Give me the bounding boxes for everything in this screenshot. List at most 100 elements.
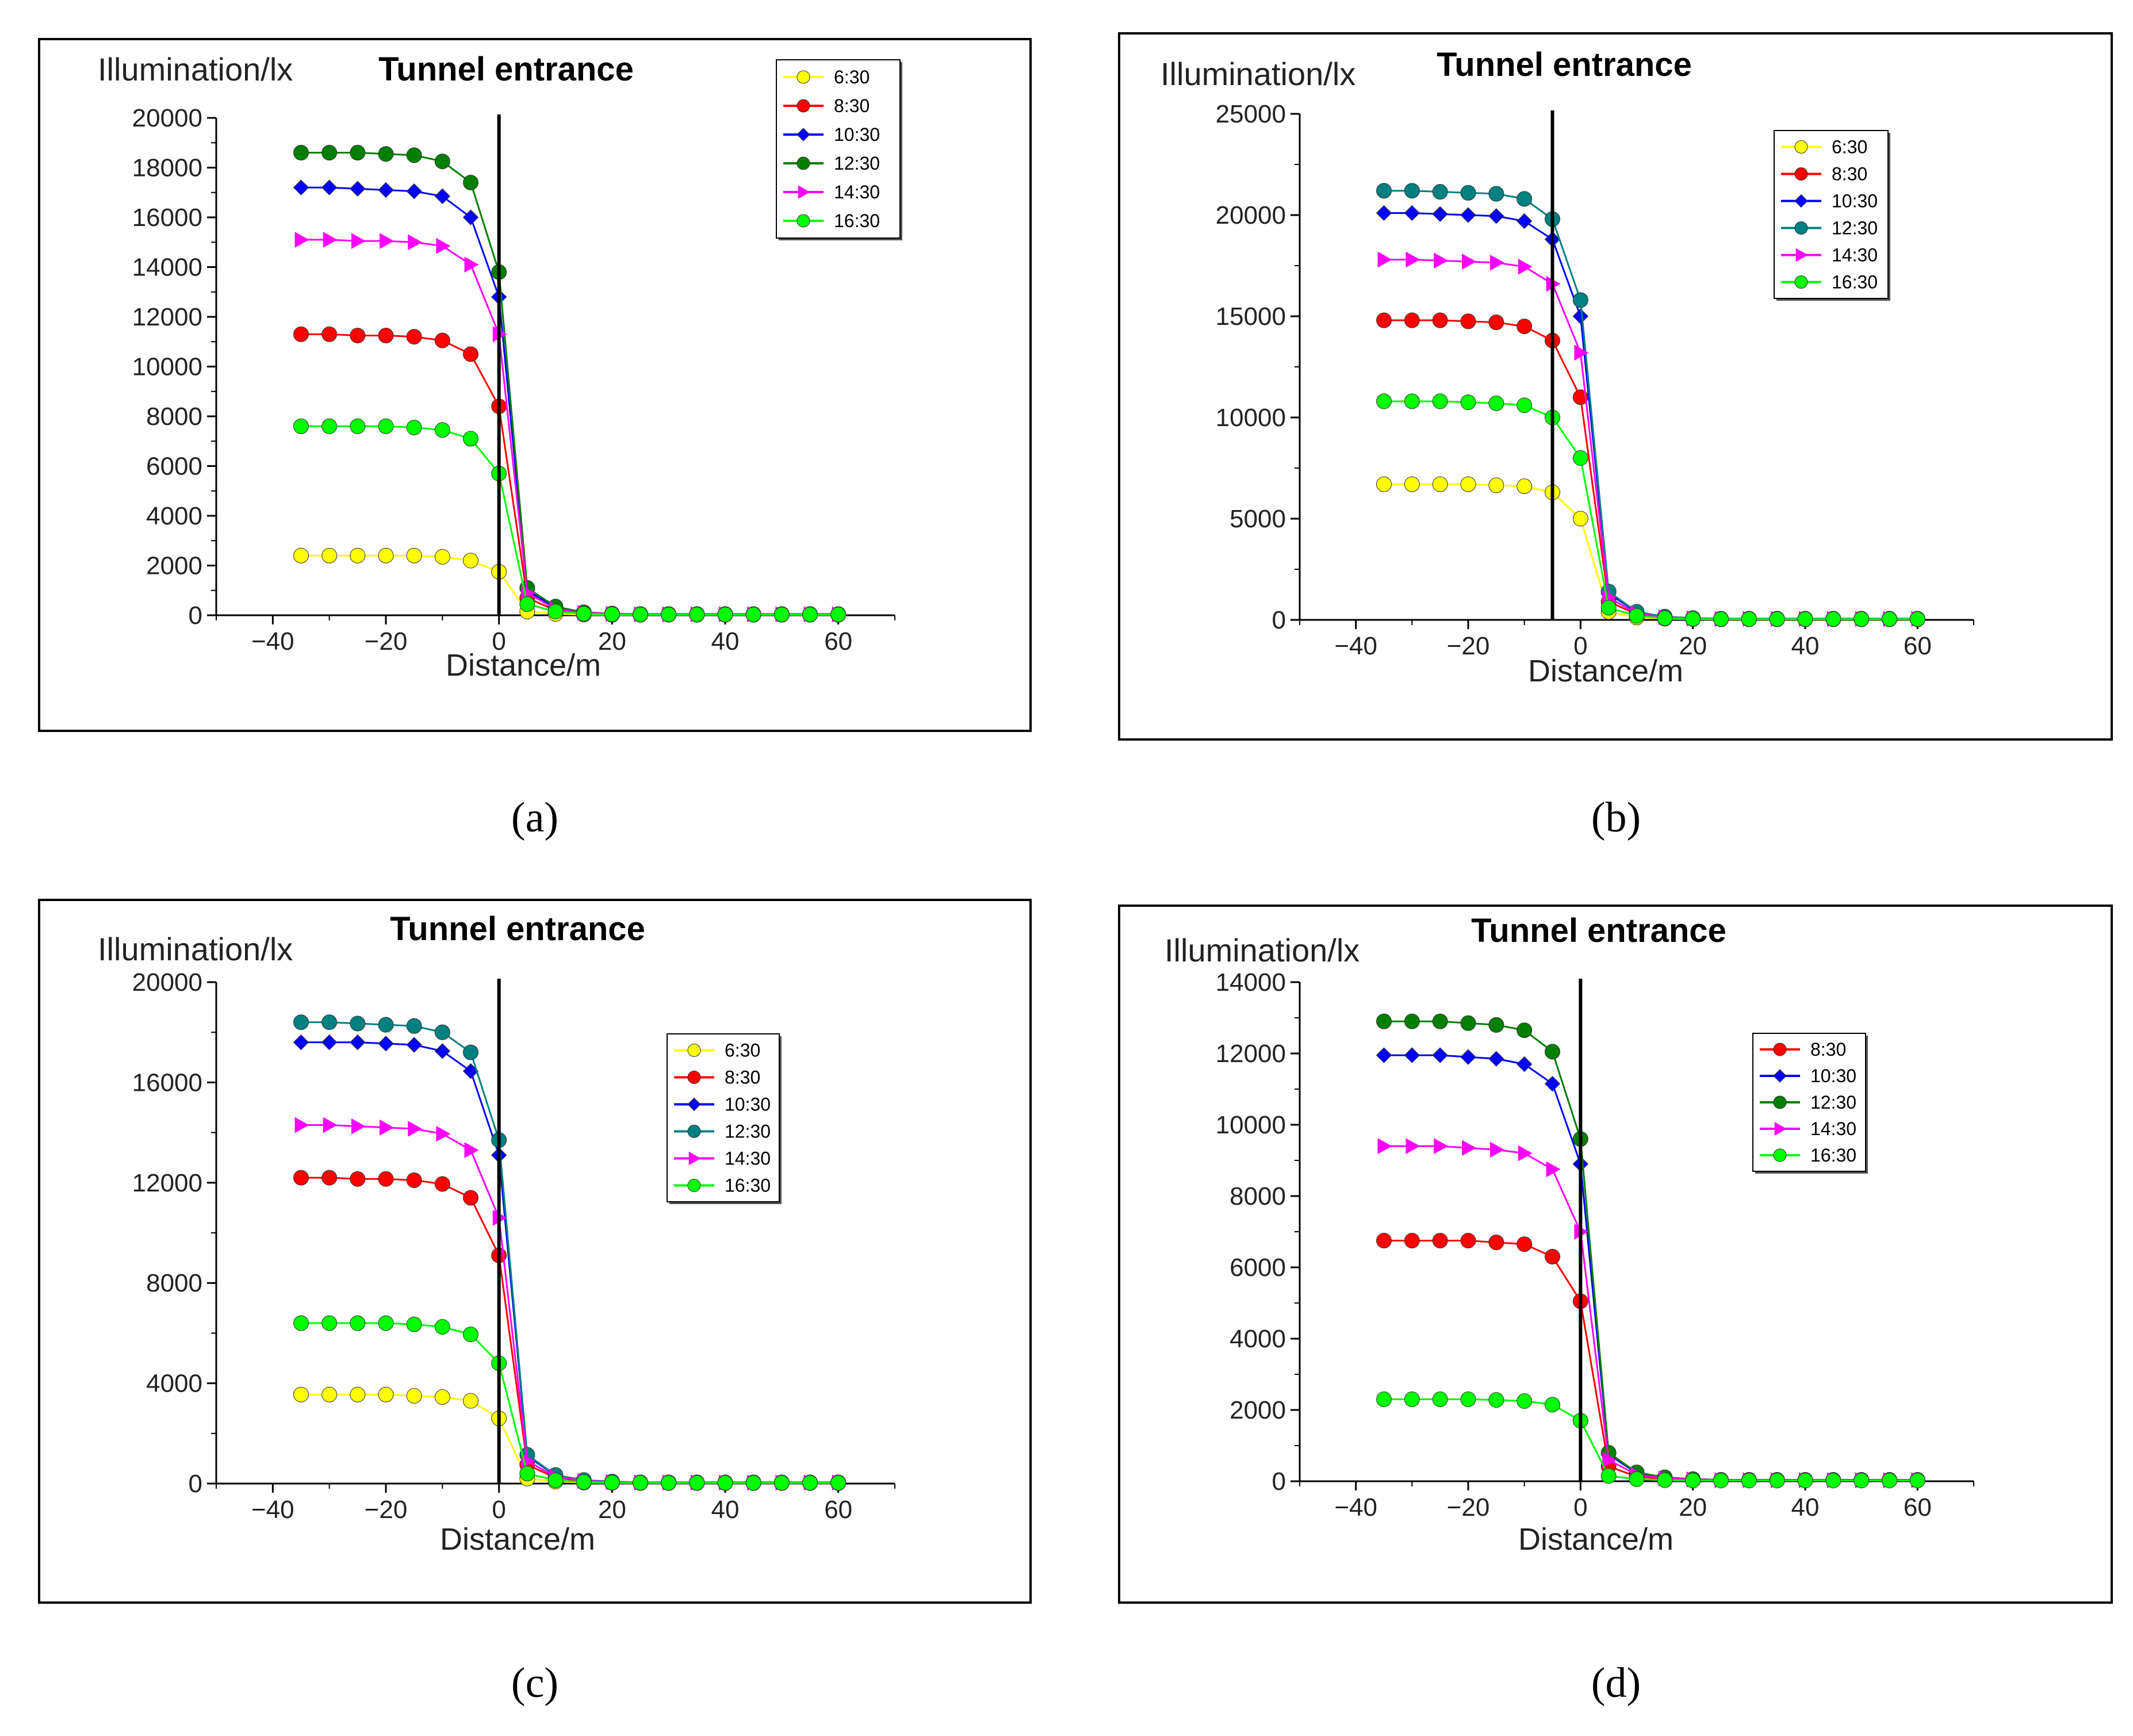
chart-c-point <box>406 1316 422 1332</box>
panel-c-frame <box>38 899 1032 1604</box>
chart-d: Tunnel entrance Illumination/lx Distance/m… <box>1165 912 1974 1557</box>
chart-a-point <box>547 604 564 620</box>
chart-a-point <box>350 181 366 197</box>
chart-a-point <box>519 596 535 612</box>
chart-c-xtick-label: −20 <box>365 1496 408 1524</box>
chart-b-point <box>1574 344 1589 361</box>
chart-a-point <box>406 147 422 163</box>
chart-d-point <box>1377 1138 1392 1155</box>
chart-c-point <box>351 1118 366 1135</box>
chart-d-point <box>1488 1392 1504 1408</box>
chart-c-legend-marker <box>687 1071 701 1084</box>
chart-d-series-830 <box>1376 1233 1925 1488</box>
chart-d-point <box>1909 1473 1925 1489</box>
chart-b-point <box>1517 478 1533 495</box>
chart-d-point <box>1488 1017 1504 1033</box>
chart-b-point <box>1517 397 1533 413</box>
chart-c-point <box>802 1475 818 1491</box>
chart-c-point <box>830 1475 847 1491</box>
chart-b-point <box>1572 511 1588 527</box>
chart-d-legend-marker <box>1773 1069 1787 1083</box>
chart-d-point <box>1516 1056 1533 1072</box>
chart-a-legend-marker <box>796 214 810 228</box>
chart-b-series-1630 <box>1376 393 1925 627</box>
chart-b-legend-marker <box>1794 221 1808 235</box>
chart-b-point <box>1685 611 1701 627</box>
chart-c-point <box>378 1017 394 1033</box>
chart-a-point <box>321 179 338 196</box>
chart-c-point <box>350 1171 366 1187</box>
chart-a-point <box>321 326 338 342</box>
chart-a-point <box>689 607 705 623</box>
chart-d-point <box>1741 1473 1757 1489</box>
chart-d-legend: 8:30 10:30 12:30 14:30 16:30 <box>1752 1033 1868 1174</box>
chart-c-point <box>350 1034 366 1051</box>
chart-a-point <box>406 419 422 435</box>
chart-b-title: Tunnel entrance <box>1437 46 1692 83</box>
chart-a-ytick-label: 8000 <box>146 403 202 431</box>
chart-c-ytick-label: 16000 <box>132 1068 202 1097</box>
chart-c-point <box>408 1121 423 1137</box>
chart-b-legend-box <box>1774 130 1889 299</box>
chart-a-point <box>293 179 309 196</box>
chart-a-line-1230 <box>301 152 838 615</box>
chart-a-point <box>463 431 478 447</box>
chart-a-legend-label: 14:30 <box>834 182 880 202</box>
chart-a-point <box>350 145 366 161</box>
chart-c-ylabel: Illumination/lx <box>98 931 293 967</box>
chart-a-xtick-label: −40 <box>251 627 294 656</box>
chart-a-point <box>406 547 422 564</box>
chart-b-ytick-label: 15000 <box>1216 302 1286 331</box>
chart-d-point <box>1545 1248 1560 1264</box>
chart-c-point <box>321 1315 338 1331</box>
chart-b-point <box>1404 312 1420 328</box>
chart-b-legend-marker <box>1794 275 1808 289</box>
chart-b-point <box>1432 206 1448 222</box>
chart-a-point <box>350 327 366 343</box>
chart-d-point <box>1434 1138 1449 1155</box>
chart-d-legend-marker <box>1773 1095 1787 1109</box>
panel-b-caption: (b) <box>1591 794 1641 841</box>
chart-c-point <box>406 1018 422 1034</box>
chart-b-point <box>1404 393 1420 409</box>
chart-a: Tunnel entrance Illumination/lx Distance/m… <box>98 51 902 683</box>
chart-a-point <box>408 234 423 251</box>
chart-c-point <box>463 1044 478 1060</box>
chart-a-legend-label: 16:30 <box>834 210 880 231</box>
chart-c-ytick-label: 0 <box>189 1470 202 1498</box>
chart-d-xtick-label: 60 <box>1904 1493 1932 1522</box>
chart-b-legend-marker <box>1795 248 1809 262</box>
chart-a-series-1630 <box>293 418 847 623</box>
chart-d-ytick-label: 8000 <box>1230 1182 1286 1210</box>
chart-c-legend-box <box>667 1033 780 1202</box>
chart-a-point <box>463 553 478 569</box>
chart-c-legend-label: 12:30 <box>725 1121 771 1142</box>
chart-b-point <box>1629 608 1645 624</box>
chart-a-legend-label: 8:30 <box>834 95 870 116</box>
chart-a-point <box>293 145 309 161</box>
chart-a-point <box>378 327 394 343</box>
chart-b-point <box>1432 184 1448 200</box>
chart-b-point <box>1572 308 1589 324</box>
chart-b-legend-label: 12:30 <box>1832 218 1878 239</box>
chart-c-point <box>547 1472 564 1488</box>
chart-c-point <box>293 1170 309 1186</box>
chart-c-point <box>717 1475 733 1491</box>
chart-a-legend-box <box>776 59 901 239</box>
chart-b-point <box>1657 610 1673 626</box>
chart-a-line-1630 <box>301 425 838 616</box>
chart-d-ylabel: Illumination/lx <box>1165 932 1360 968</box>
chart-d-point <box>1544 1075 1561 1092</box>
chart-a-ytick-label: 14000 <box>132 254 202 282</box>
chart-b-point <box>1376 183 1392 199</box>
chart-b-point <box>1488 477 1504 493</box>
chart-a-ytick-label: 16000 <box>132 204 202 232</box>
chart-b-legend-label: 6:30 <box>1832 137 1867 158</box>
chart-a-point <box>350 547 366 564</box>
panel-b-frame <box>1118 32 2113 741</box>
chart-c-ytick-label: 4000 <box>146 1370 202 1398</box>
chart-a-point <box>633 607 648 623</box>
chart-a-point <box>830 607 847 623</box>
chart-c-legend-marker <box>687 1179 701 1192</box>
chart-d-point <box>1713 1473 1729 1489</box>
